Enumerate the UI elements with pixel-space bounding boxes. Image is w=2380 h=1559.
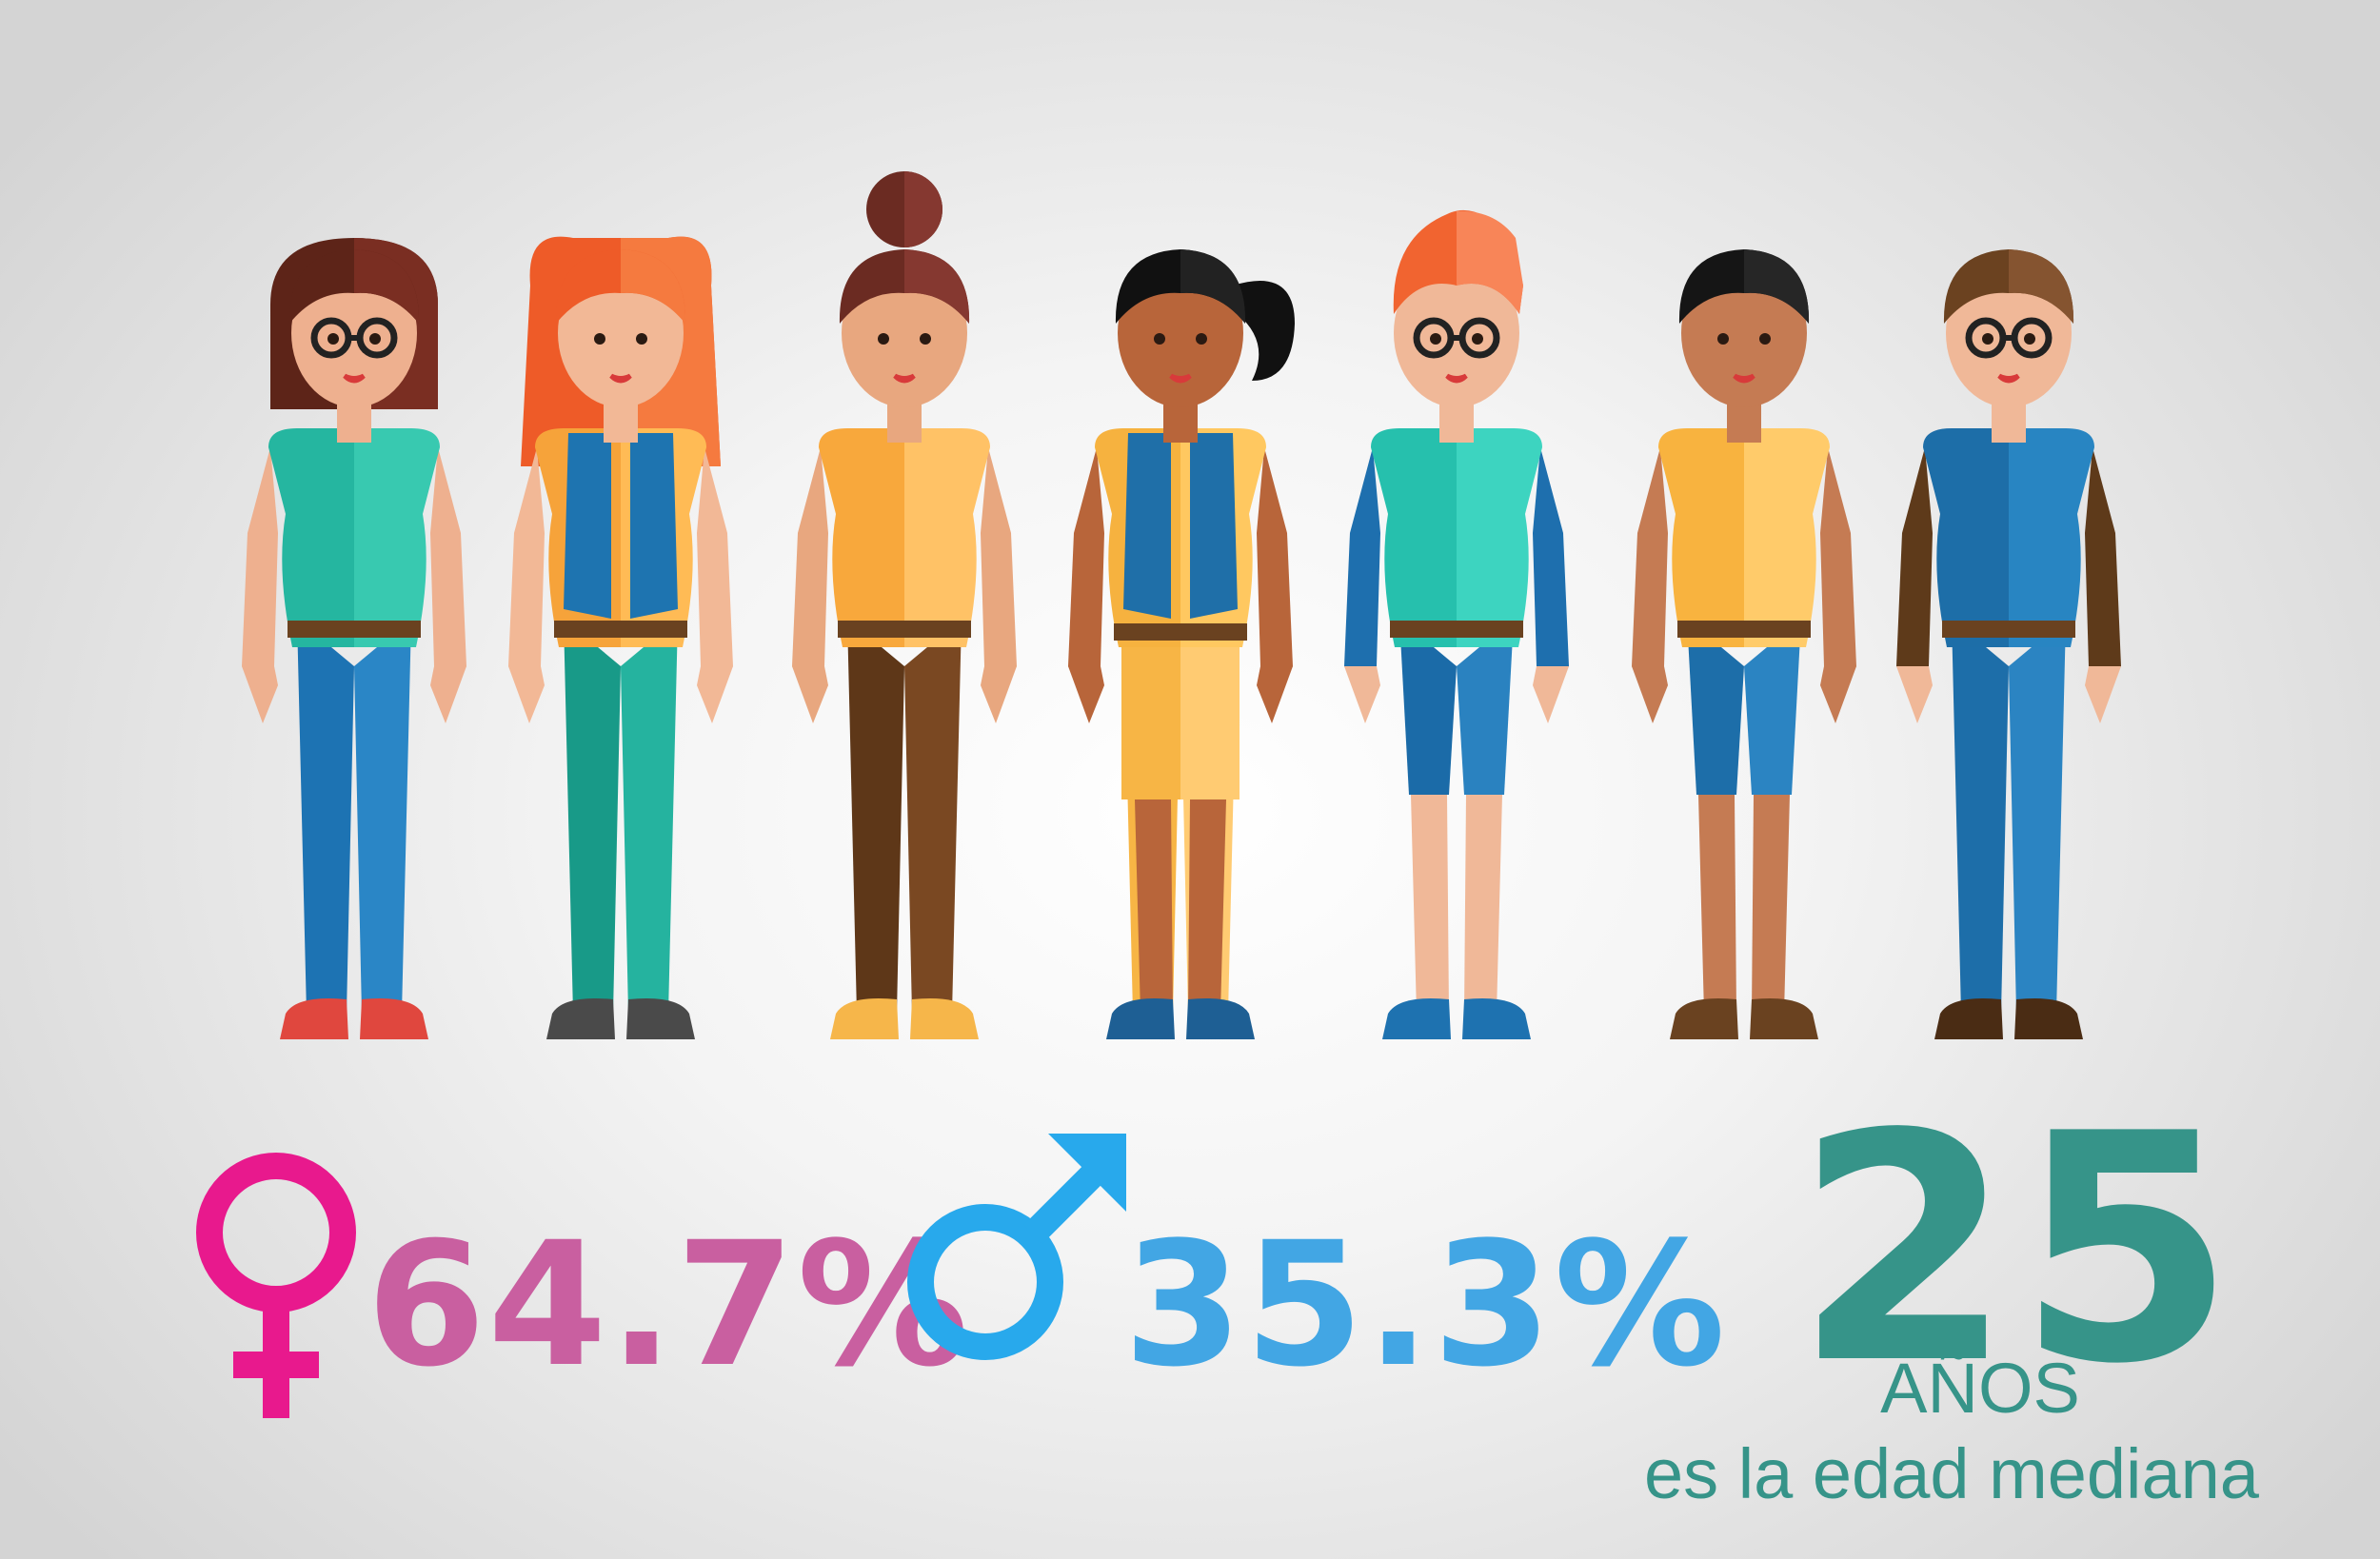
person-man-3: [1896, 249, 2121, 1039]
person-woman-4: [1068, 249, 1295, 1039]
person-woman-2: [508, 236, 733, 1039]
person-man-1: [1344, 209, 1569, 1039]
median-age-unit: AÑOS: [1880, 1349, 2080, 1428]
person-man-2: [1632, 249, 1856, 1039]
male-percentage: 35.3%: [1123, 1206, 1728, 1405]
person-woman-3: [792, 171, 1017, 1039]
person-woman-1: [242, 238, 466, 1039]
female-percentage: 64.7%: [367, 1206, 971, 1405]
median-age-caption: es la edad mediana: [1644, 1434, 2259, 1513]
male-symbol-icon: [907, 1134, 1126, 1360]
female-symbol-icon: [196, 1153, 356, 1418]
median-age-value: 25: [1795, 1067, 2240, 1432]
